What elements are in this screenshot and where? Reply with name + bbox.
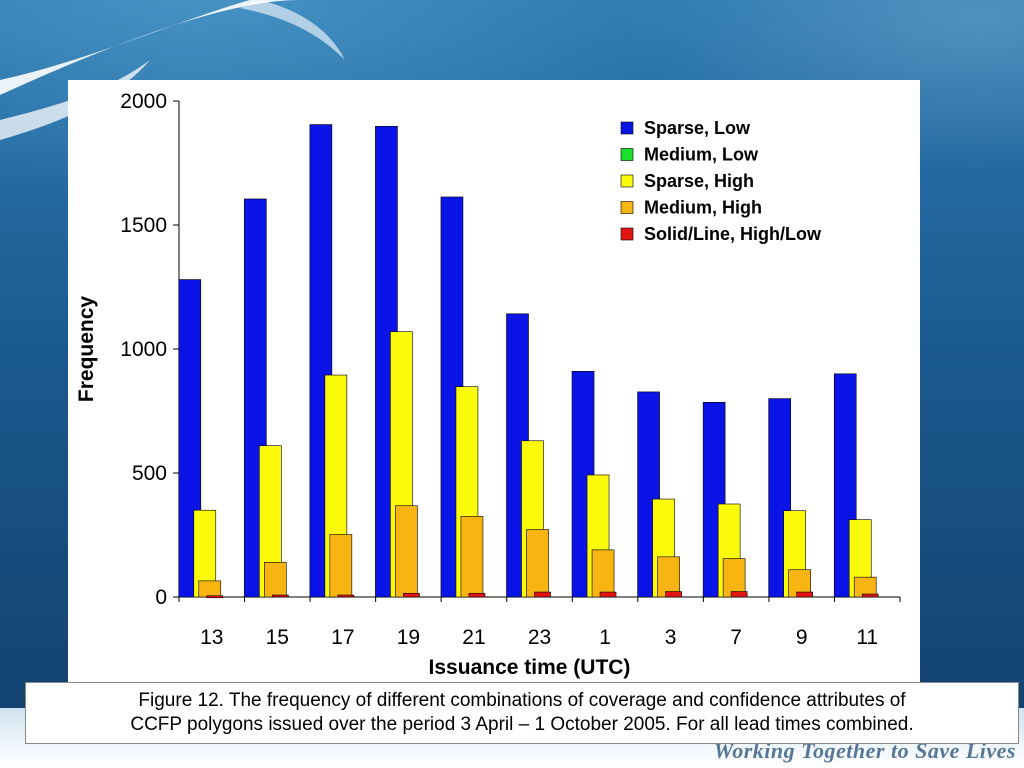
legend-label: Medium, High [644, 198, 762, 218]
bars-group [178, 124, 879, 599]
x-tick-label: 3 [665, 626, 677, 649]
legend-swatch [620, 121, 634, 135]
legend-label: Solid/Line, High/Low [644, 224, 822, 244]
x-tick-label: 15 [266, 626, 289, 649]
y-tick-label: 1500 [120, 214, 167, 237]
x-tick-label: 1 [599, 626, 611, 649]
bar-medium-high [526, 529, 549, 598]
y-tick-label: 2000 [120, 90, 167, 113]
bar-solid-line-high-low [468, 592, 486, 598]
x-tick-label: 13 [200, 626, 223, 649]
y-tick-label: 0 [155, 586, 167, 609]
x-tick-label: 19 [397, 626, 420, 649]
legend-label: Sparse, Low [644, 118, 751, 138]
bar-medium-high [264, 561, 287, 598]
x-axis-title: Issuance time (UTC) [429, 656, 631, 679]
bar-medium-high [722, 558, 746, 598]
legend-swatch [620, 201, 634, 214]
bar-solid-line-high-low [796, 591, 813, 598]
legend-label: Medium, Low [644, 145, 759, 165]
bar-solid-line-high-low [403, 592, 420, 598]
x-tick-label: 23 [528, 626, 551, 649]
legend-swatch [620, 148, 634, 161]
legend-swatch [620, 227, 634, 241]
x-tick-label: 7 [730, 626, 742, 649]
bar-medium-high [657, 556, 680, 598]
bar-medium-high [591, 549, 615, 598]
bar-solid-line-high-low [534, 591, 551, 598]
y-axis: 0 500 1000 1500 2000 [120, 90, 180, 609]
caption-line-1: Figure 12. The frequency of different co… [138, 690, 906, 711]
y-tick-label: 500 [132, 462, 167, 485]
bar-solid-line-high-low [272, 594, 289, 598]
bar-solid-line-high-low [861, 593, 879, 598]
bar-solid-line-high-low [206, 595, 224, 599]
caption-line-2: CCFP polygons issued over the period 3 A… [130, 714, 914, 735]
bar-medium-high [329, 534, 353, 598]
bar-solid-line-high-low [337, 594, 355, 598]
legend: Sparse, Low Medium, Low Sparse, High Medium… [620, 118, 822, 244]
x-tick-label: 17 [331, 626, 354, 649]
bar-medium-high [395, 505, 418, 598]
chart-panel: 0 500 1000 1500 2000 13 15 17 19 21 23 1 3 7 9 11 Freq… [68, 80, 920, 688]
bar-solid-line-high-low [599, 591, 617, 598]
x-tick-label: 9 [796, 626, 808, 649]
figure-caption: Figure 12. The frequency of different co… [25, 682, 1019, 744]
bar-medium-high [460, 516, 484, 598]
legend-swatch [620, 174, 634, 188]
y-tick-label: 1000 [120, 338, 167, 361]
bar-medium-high [198, 580, 222, 598]
y-axis-title: Frequency [75, 296, 98, 403]
x-tick-label: 21 [462, 626, 485, 649]
legend-label: Sparse, High [644, 171, 754, 191]
x-tick-label: 11 [856, 626, 878, 649]
bar-solid-line-high-low [730, 591, 748, 598]
bar-solid-line-high-low [665, 591, 682, 598]
x-axis: 13 15 17 19 21 23 1 3 7 9 11 [178, 596, 901, 649]
